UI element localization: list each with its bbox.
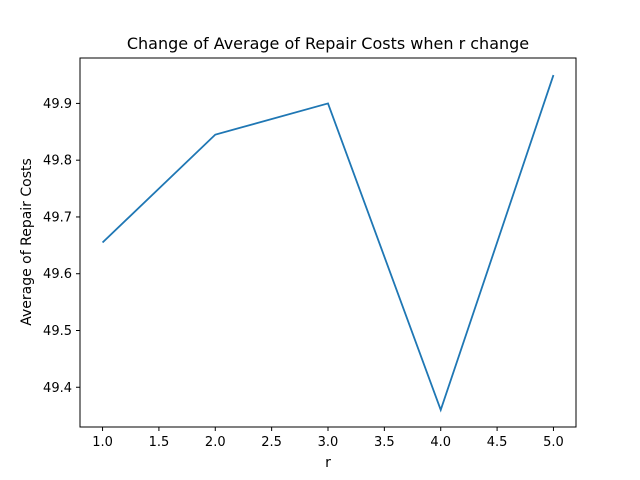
y-tick-label-6: 49.9 [43, 97, 72, 112]
chart-title: Change of Average of Repair Costs when r… [127, 34, 529, 53]
x-tick-label-3: 2.0 [205, 435, 226, 450]
x-tick-label-9: 5.0 [543, 435, 564, 450]
plot-area [101, 74, 555, 413]
x-tick-label-7: 4.0 [430, 435, 451, 450]
x-tick-label-4: 2.5 [261, 435, 282, 450]
x-tick-label-8: 4.5 [487, 435, 508, 450]
series-line-1 [101, 74, 555, 413]
y-axis: 49.4 49.5 49.6 49.7 49.8 49.9 [43, 97, 80, 396]
y-tick-label-2: 49.5 [43, 324, 72, 339]
x-axis-label: r [325, 455, 331, 471]
y-axis-label: Average of Repair Costs [19, 158, 35, 326]
x-tick-label-5: 3.0 [318, 435, 339, 450]
y-tick-label-4: 49.7 [43, 210, 72, 225]
x-tick-label-2: 1.5 [149, 435, 170, 450]
y-tick-label-3: 49.6 [43, 267, 72, 282]
y-tick-label-5: 49.8 [43, 154, 72, 169]
x-tick-label-6: 3.5 [374, 435, 395, 450]
x-tick-label-1: 1.0 [92, 435, 113, 450]
y-tick-label-1: 49.4 [43, 381, 72, 396]
x-axis: 1.0 1.5 2.0 2.5 3.0 3.5 4.0 4.5 5.0 [92, 427, 564, 450]
